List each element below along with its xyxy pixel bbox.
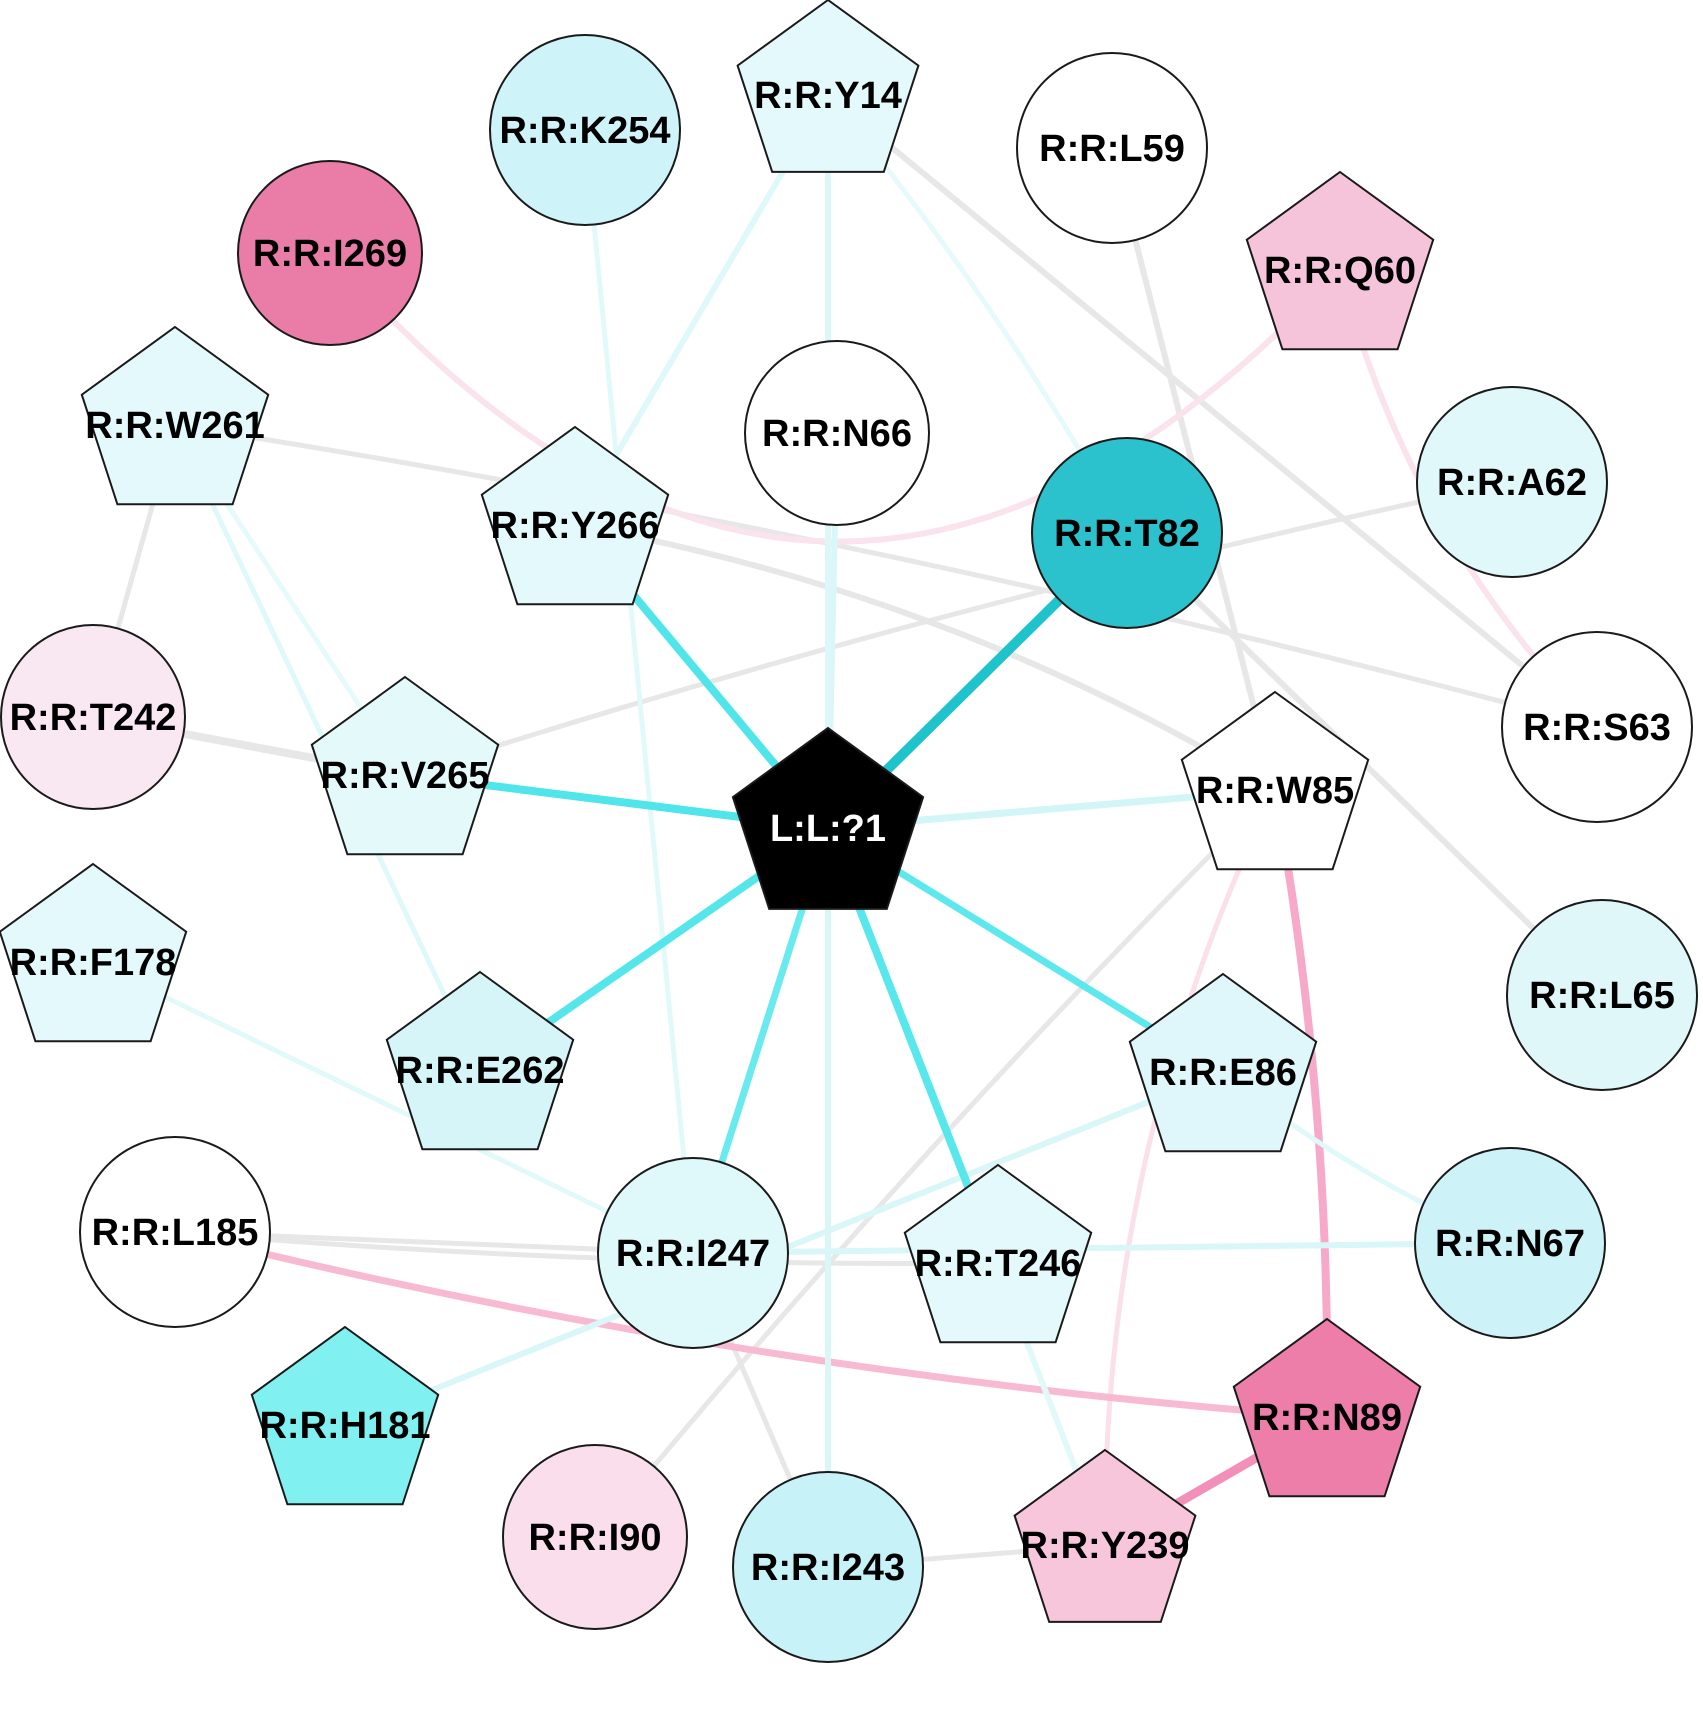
residue-pentagon-shape[interactable]	[250, 1325, 440, 1506]
node-I243[interactable]: R:R:I243	[732, 1471, 924, 1663]
node-N67[interactable]: R:R:N67	[1414, 1147, 1606, 1339]
residue-circle-shape[interactable]	[237, 160, 423, 346]
residue-circle-shape[interactable]	[1031, 437, 1223, 629]
residue-circle-shape[interactable]	[1416, 386, 1608, 578]
residue-pentagon-shape[interactable]	[310, 675, 500, 856]
residue-circle-shape[interactable]	[1506, 899, 1698, 1091]
node-N66[interactable]: R:R:N66	[744, 340, 930, 526]
residue-pentagon-shape[interactable]	[731, 726, 925, 910]
node-W261[interactable]: R:R:W261	[80, 325, 270, 506]
node-LL1[interactable]: L:L:?1	[731, 726, 925, 910]
node-L59[interactable]: R:R:L59	[1016, 52, 1208, 244]
residue-circle-shape[interactable]	[1414, 1147, 1606, 1339]
node-L185[interactable]: R:R:L185	[79, 1136, 271, 1328]
residue-circle-shape[interactable]	[597, 1157, 789, 1349]
edge-V265-A62[interactable]	[402, 479, 1515, 778]
residue-pentagon-shape[interactable]	[903, 1163, 1093, 1344]
node-H181[interactable]: R:R:H181	[250, 1325, 440, 1506]
node-E262[interactable]: R:R:E262	[385, 970, 575, 1151]
residue-pentagon-shape[interactable]	[385, 970, 575, 1151]
node-K254[interactable]: R:R:K254	[489, 34, 681, 226]
edge-L185-T246[interactable]	[172, 1229, 1001, 1267]
residue-pentagon-shape[interactable]	[736, 0, 920, 173]
edge-Y14-S63[interactable]	[825, 92, 1600, 730]
node-Y239[interactable]: R:R:Y239	[1013, 1448, 1197, 1623]
residue-pentagon-shape[interactable]	[1180, 690, 1370, 871]
node-I90[interactable]: R:R:I90	[502, 1444, 688, 1630]
residue-circle-shape[interactable]	[732, 1471, 924, 1663]
residue-pentagon-shape[interactable]	[1128, 972, 1318, 1153]
edge-Y266-W85[interactable]	[572, 522, 1278, 793]
residue-circle-shape[interactable]	[79, 1136, 271, 1328]
node-T82[interactable]: R:R:T82	[1031, 437, 1223, 629]
edge-K254-I247[interactable]	[582, 127, 696, 1256]
residue-pentagon-shape[interactable]	[1232, 1317, 1422, 1498]
node-N89[interactable]: R:R:N89	[1232, 1317, 1422, 1498]
node-V265[interactable]: R:R:V265	[310, 675, 500, 856]
residue-circle-shape[interactable]	[1501, 631, 1693, 823]
node-F178[interactable]: R:R:F178	[0, 862, 188, 1043]
edge-L185-N89[interactable]	[171, 1228, 1331, 1421]
node-I247[interactable]: R:R:I247	[597, 1157, 789, 1349]
node-Y266[interactable]: R:R:Y266	[480, 425, 670, 606]
node-S63[interactable]: R:R:S63	[1501, 631, 1693, 823]
residue-pentagon-shape[interactable]	[480, 425, 670, 606]
node-I269[interactable]: R:R:I269	[237, 160, 423, 346]
residue-circle-shape[interactable]	[489, 34, 681, 226]
edge-F178-I247[interactable]	[90, 959, 696, 1256]
residue-circle-shape[interactable]	[744, 340, 930, 526]
residue-pentagon-shape[interactable]	[1013, 1448, 1197, 1623]
edge-W261-S63[interactable]	[172, 422, 1600, 730]
edge-W85-I90[interactable]	[592, 787, 1278, 1540]
node-W85[interactable]: R:R:W85	[1180, 690, 1370, 871]
node-Q60[interactable]: R:R:Q60	[1245, 170, 1435, 351]
edge-W85-Y239[interactable]	[1102, 787, 1278, 1548]
residue-circle-shape[interactable]	[1016, 52, 1208, 244]
residue-circle-shape[interactable]	[502, 1444, 688, 1630]
edge-I247-N67[interactable]	[690, 1240, 1513, 1256]
node-T242[interactable]: R:R:T242	[0, 624, 186, 810]
node-E86[interactable]: R:R:E86	[1128, 972, 1318, 1153]
residue-circle-shape[interactable]	[0, 624, 186, 810]
node-L65[interactable]: R:R:L65	[1506, 899, 1698, 1091]
residue-pentagon-shape[interactable]	[80, 325, 270, 506]
node-Y14[interactable]: R:R:Y14	[736, 0, 920, 173]
residue-pentagon-shape[interactable]	[0, 862, 188, 1043]
node-A62[interactable]: R:R:A62	[1416, 386, 1608, 578]
residue-pentagon-shape[interactable]	[1245, 170, 1435, 351]
